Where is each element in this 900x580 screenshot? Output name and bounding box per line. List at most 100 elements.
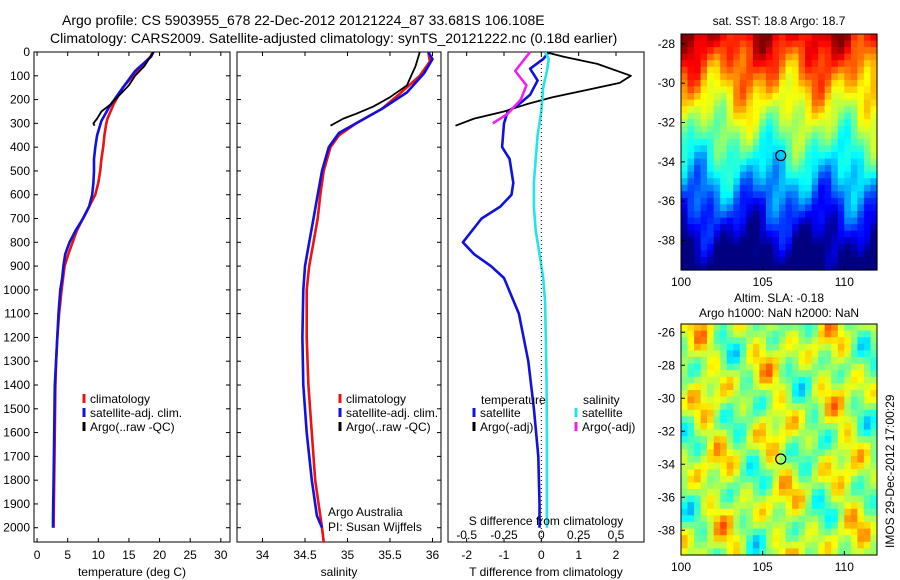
map-cell bbox=[720, 436, 728, 444]
map-cell bbox=[765, 230, 773, 238]
map-cell bbox=[850, 535, 858, 543]
map-cell bbox=[752, 423, 760, 431]
map-cell bbox=[707, 462, 715, 470]
map-cell bbox=[726, 211, 734, 219]
map-cell bbox=[752, 93, 760, 101]
map-cell bbox=[772, 79, 780, 88]
map-cell bbox=[720, 324, 728, 332]
map-cell bbox=[811, 73, 819, 81]
map-cell bbox=[857, 436, 865, 444]
map-cell bbox=[726, 119, 734, 127]
map-cell bbox=[857, 456, 865, 464]
map-cell bbox=[837, 79, 845, 88]
map-cell bbox=[792, 456, 800, 464]
map-cell bbox=[681, 442, 689, 450]
map-cell bbox=[752, 376, 760, 384]
map-cell bbox=[785, 436, 793, 444]
map-cell bbox=[687, 119, 695, 127]
map-cell bbox=[831, 528, 839, 536]
map-cell bbox=[752, 409, 760, 417]
map-cell bbox=[792, 528, 800, 536]
map-cell bbox=[831, 462, 839, 470]
map-cell bbox=[720, 462, 728, 470]
map-cell bbox=[863, 482, 871, 490]
map-cell bbox=[713, 350, 721, 358]
map-cell bbox=[707, 138, 715, 147]
map-cell bbox=[681, 73, 689, 81]
map-cell bbox=[863, 99, 871, 107]
map-cell bbox=[726, 541, 734, 549]
map-cell bbox=[870, 224, 878, 232]
map-cell bbox=[759, 363, 767, 371]
map-cell bbox=[681, 409, 689, 417]
map-cell bbox=[713, 548, 721, 556]
map-cell bbox=[765, 495, 773, 503]
map-cell bbox=[779, 250, 787, 258]
map-cell bbox=[805, 158, 813, 166]
map-cell bbox=[850, 436, 858, 444]
map-cell bbox=[870, 106, 878, 114]
map-cell bbox=[707, 469, 715, 477]
map-cell bbox=[765, 383, 773, 391]
series-line-satellite-adj-clim- bbox=[301, 51, 434, 529]
map-cell bbox=[746, 237, 754, 245]
map-cell bbox=[850, 152, 858, 160]
map-cell bbox=[844, 60, 852, 68]
map-cell bbox=[798, 237, 806, 245]
map-cell bbox=[739, 263, 747, 271]
map-cell bbox=[720, 230, 728, 238]
map-cell bbox=[792, 449, 800, 457]
map-cell bbox=[733, 171, 741, 179]
map-cell bbox=[870, 370, 878, 378]
map-cell bbox=[779, 502, 787, 510]
map-cell bbox=[831, 502, 839, 510]
map-cell bbox=[681, 125, 689, 133]
map-cell bbox=[752, 370, 760, 378]
map-cell bbox=[779, 47, 787, 55]
map-cell bbox=[765, 112, 773, 120]
map-cell bbox=[687, 93, 695, 101]
map-cell bbox=[772, 165, 780, 173]
map-cell bbox=[720, 330, 728, 338]
map-cell bbox=[752, 73, 760, 81]
map-cell bbox=[733, 86, 741, 94]
map-cell bbox=[850, 73, 858, 81]
map-cell bbox=[759, 99, 767, 107]
map-cell bbox=[681, 482, 689, 490]
map-cell bbox=[831, 40, 839, 48]
map-cell bbox=[850, 403, 858, 411]
map-cell bbox=[700, 383, 708, 391]
map-frame bbox=[680, 33, 878, 271]
map-cell bbox=[733, 535, 741, 543]
map-cell bbox=[700, 350, 708, 358]
map-cell bbox=[857, 250, 865, 258]
map-cell bbox=[713, 125, 721, 133]
map-cell bbox=[844, 73, 852, 81]
map-cell bbox=[811, 66, 819, 74]
map-cell bbox=[759, 528, 767, 536]
map-cell bbox=[792, 541, 800, 549]
map-cell bbox=[720, 376, 728, 384]
map-cell bbox=[805, 197, 813, 206]
map-cell bbox=[844, 158, 852, 166]
map-cell bbox=[681, 191, 689, 199]
map-cell bbox=[850, 132, 858, 140]
map-cell bbox=[752, 230, 760, 238]
map-cell bbox=[694, 482, 702, 490]
map-cell bbox=[824, 211, 832, 219]
map-cell bbox=[798, 204, 806, 212]
map-cell bbox=[752, 528, 760, 536]
map-cell bbox=[720, 191, 728, 199]
map-cell bbox=[733, 370, 741, 378]
map-cell bbox=[726, 376, 734, 384]
map-cell bbox=[798, 462, 806, 470]
map-cell bbox=[707, 171, 715, 179]
map-cell bbox=[707, 548, 715, 556]
map-cell bbox=[707, 363, 715, 371]
map-cell bbox=[798, 211, 806, 219]
map-cell bbox=[726, 132, 734, 140]
map-cell bbox=[700, 324, 708, 332]
map-cell bbox=[779, 495, 787, 503]
map-cell bbox=[850, 363, 858, 371]
map-cell bbox=[700, 429, 708, 437]
